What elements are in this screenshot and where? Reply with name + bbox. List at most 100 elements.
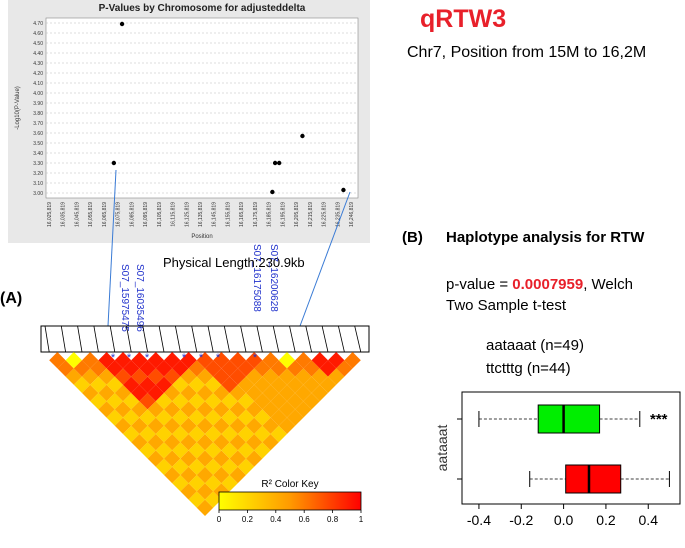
y-tick-label: 3.00 <box>33 191 43 197</box>
ld-cell <box>188 458 205 475</box>
ld-cell <box>98 401 115 418</box>
ld-cell <box>196 434 214 451</box>
y-tick-label: 4.70 <box>33 21 43 27</box>
x-tick-label: 16,185,819 <box>267 202 273 227</box>
ld-cell <box>229 368 246 385</box>
ld-cell <box>295 368 312 385</box>
ld-cell <box>278 368 296 385</box>
x-tick-label: 16,135,819 <box>198 202 204 227</box>
ld-cell <box>164 352 181 369</box>
plot-area <box>45 17 359 199</box>
ld-cell <box>254 409 271 426</box>
ld-cell <box>106 393 123 410</box>
x-tick-label: 16,035,819 <box>61 202 67 227</box>
ld-cell <box>262 401 279 418</box>
ld-cell <box>205 376 222 393</box>
y-tick-label: 4.60 <box>33 31 43 37</box>
snp-tick <box>223 325 230 353</box>
ld-cell <box>98 368 115 385</box>
ld-cell <box>164 401 181 418</box>
y-axis-label: aataaat <box>434 425 450 472</box>
haplotype-title: Haplotype analysis for RTW <box>446 229 645 246</box>
x-tick-label: 16,095,819 <box>143 202 149 227</box>
data-point <box>111 160 117 166</box>
color-key-tick-label: 1 <box>359 515 364 524</box>
ld-cell <box>147 352 164 369</box>
y-tick-label: 4.30 <box>33 61 43 67</box>
x-tick-label: 16,175,819 <box>253 202 259 227</box>
ld-cell <box>246 368 263 385</box>
pvalue-value: 0.0007959 <box>512 276 584 293</box>
ld-cell <box>155 376 173 393</box>
chart-title: P-Values by Chromosome for adjusteddelta <box>99 3 306 14</box>
y-tick-label: 4.00 <box>33 91 43 97</box>
ld-cell <box>196 483 214 500</box>
data-point <box>119 21 125 27</box>
ld-cell <box>114 368 132 385</box>
ld-cell <box>254 393 271 410</box>
ld-cell <box>147 434 164 451</box>
manhattan-panel: P-Values by Chromosome for adjusteddelta… <box>8 0 370 243</box>
ld-cell <box>131 352 148 369</box>
y-tick-label: 3.50 <box>33 141 43 147</box>
ld-cell <box>172 376 189 393</box>
ld-cell <box>262 434 279 451</box>
ld-cell <box>311 352 328 369</box>
ld-cell <box>73 376 91 393</box>
color-key-tick-label: 0.6 <box>299 515 311 524</box>
significance-marker: *** <box>650 411 668 428</box>
ld-cell <box>106 409 123 426</box>
snp-tick <box>175 325 181 353</box>
ld-cell <box>287 409 304 426</box>
snp-tick <box>109 325 116 353</box>
ld-cell <box>221 458 238 475</box>
ld-cell <box>344 352 361 369</box>
ld-cell <box>57 360 74 377</box>
y-tick-label: 3.90 <box>33 101 43 107</box>
ld-cell <box>180 384 197 402</box>
x-tick-label: 16,215,819 <box>308 202 314 227</box>
pvalue-suffix: , Welch <box>583 276 633 293</box>
ld-cell <box>65 352 82 369</box>
ld-cell <box>188 491 205 508</box>
snp-label-1: S07_15975475 <box>119 264 130 332</box>
snp-tick <box>142 325 148 353</box>
ld-cell <box>139 409 156 426</box>
pvalue-prefix: p-value = <box>446 276 513 293</box>
ld-cell <box>131 384 148 402</box>
ld-cell <box>90 393 107 410</box>
y-tick-label: 4.40 <box>33 51 43 57</box>
ld-cell <box>237 360 255 377</box>
ld-cell <box>164 384 181 402</box>
ld-cell <box>295 401 312 418</box>
ld-cell <box>172 393 189 410</box>
ld-cell <box>229 417 246 434</box>
x-tick-label: 16,075,819 <box>116 202 122 227</box>
ld-cell <box>123 425 140 443</box>
data-point <box>300 133 305 139</box>
ld-cell <box>196 384 214 402</box>
ld-cell <box>114 401 132 418</box>
ld-cell <box>278 352 296 369</box>
x-tick-label: 16,125,819 <box>184 202 190 227</box>
ld-cell <box>336 360 353 377</box>
ld-cell <box>213 417 230 434</box>
x-tick-label: 0.0 <box>554 512 574 528</box>
ld-cell <box>172 475 189 492</box>
snp-tick <box>240 325 247 353</box>
ld-cell <box>254 360 271 377</box>
ld-cell <box>82 352 99 369</box>
x-tick-label: 16,246,819 <box>349 202 355 227</box>
ld-cell <box>213 368 230 385</box>
x-tick-label: 0.2 <box>596 512 616 528</box>
ld-cell <box>262 384 279 402</box>
ld-cell <box>131 417 148 434</box>
ld-block-marker: * <box>199 352 204 364</box>
ld-cell <box>98 352 115 369</box>
x-tick-label: 16,165,819 <box>239 202 245 227</box>
ld-cell <box>311 368 328 385</box>
ld-cell <box>73 360 91 377</box>
ld-cell <box>254 376 271 393</box>
ld-cell <box>229 384 246 402</box>
ld-cell <box>221 393 238 410</box>
